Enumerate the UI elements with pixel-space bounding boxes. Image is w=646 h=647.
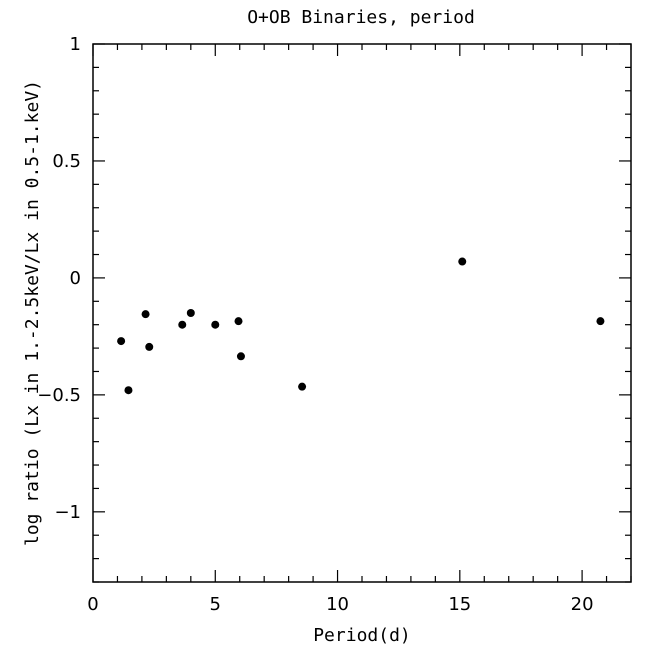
data-points: [117, 257, 605, 395]
data-point: [117, 337, 126, 346]
y-tick-label: −1: [54, 502, 81, 523]
x-tick-label: 15: [448, 594, 471, 615]
x-tick-label: 0: [87, 594, 98, 615]
data-point: [298, 382, 307, 391]
y-axis-label: log ratio (Lx in 1.-2.5keV/Lx in 0.5-1.k…: [22, 80, 43, 546]
x-tick-label: 20: [571, 594, 594, 615]
data-point: [211, 320, 220, 329]
data-point: [124, 386, 133, 395]
x-tick-label: 10: [326, 594, 349, 615]
data-point: [141, 310, 150, 319]
chart-title: O+OB Binaries, period: [247, 7, 475, 28]
tick-labels: 0 5 10 15 20 1 0.5 0 −0.5 −1: [37, 34, 593, 615]
y-tick-label: 1: [70, 34, 81, 55]
data-point: [145, 342, 154, 351]
y-tick-label: −0.5: [37, 385, 81, 406]
plot-frame: [92, 43, 632, 583]
x-tick-label: 5: [210, 594, 221, 615]
data-point: [596, 317, 605, 326]
axis-ticks: [92, 43, 632, 583]
data-point: [186, 309, 195, 317]
data-point: [458, 257, 467, 266]
data-point: [178, 320, 187, 329]
x-axis-label: Period(d): [313, 625, 411, 646]
y-tick-label: 0: [70, 268, 81, 289]
y-tick-label: 0.5: [52, 151, 81, 172]
data-point: [234, 317, 243, 326]
data-point: [236, 352, 245, 361]
